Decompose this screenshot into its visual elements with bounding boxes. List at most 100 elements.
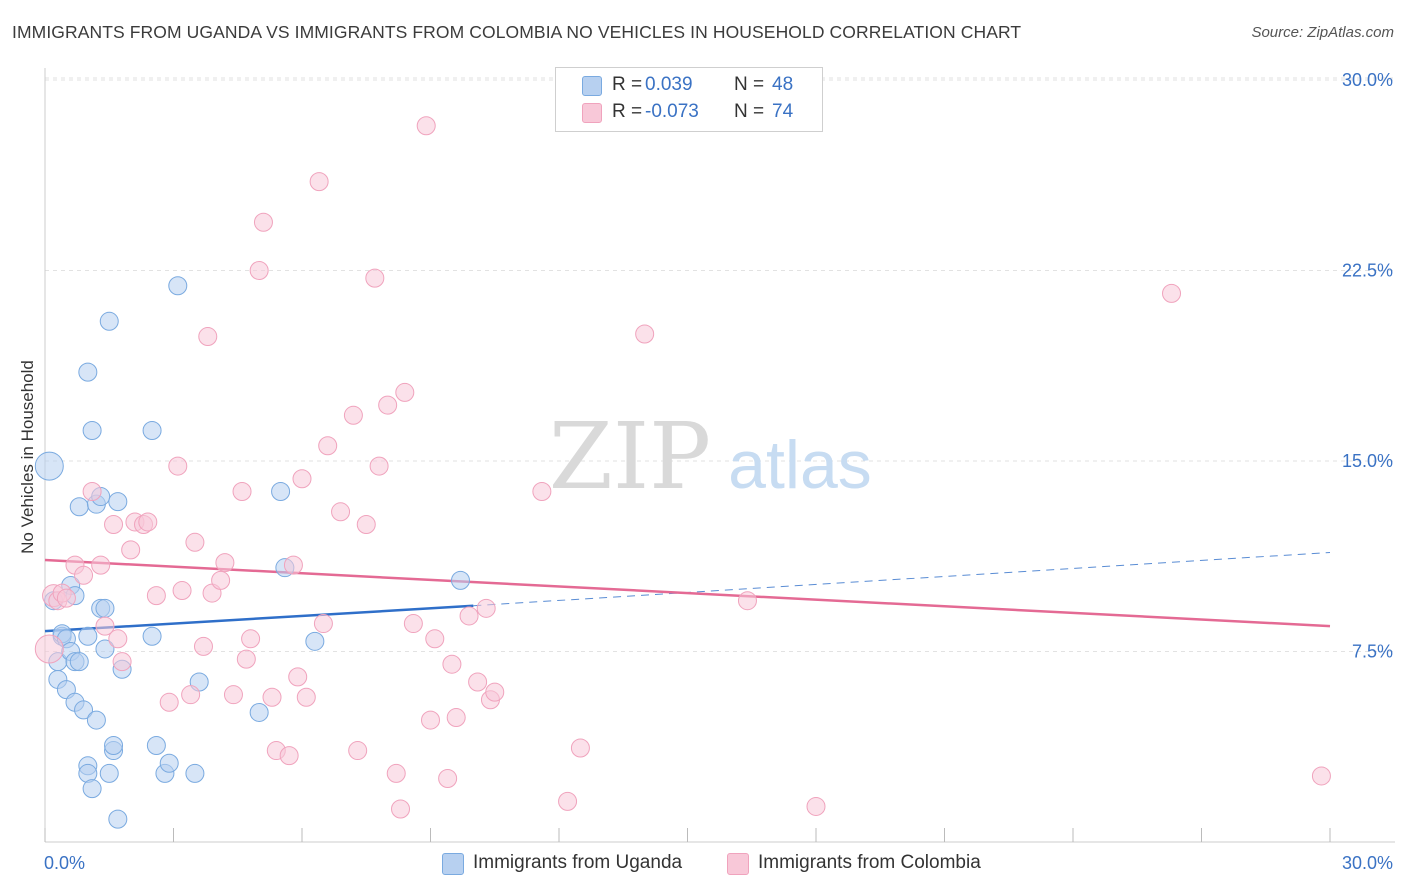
- uganda-point: [168, 276, 188, 296]
- uganda-trend-line: [44, 604, 474, 633]
- colombia-point: [558, 791, 578, 811]
- uganda-point: [108, 809, 128, 829]
- legend-n-label: N =: [734, 101, 765, 122]
- colombia-point: [232, 481, 252, 501]
- colombia-point: [356, 515, 376, 534]
- chart-title: IMMIGRANTS FROM UGANDA VS IMMIGRANTS FRO…: [12, 22, 1022, 42]
- uganda-point: [142, 626, 162, 646]
- colombia-point: [395, 382, 415, 402]
- colombia-point: [369, 456, 389, 476]
- colombia-point: [425, 629, 445, 649]
- colombia-point: [56, 588, 76, 608]
- colombia-point: [34, 634, 64, 664]
- uganda-point: [34, 451, 64, 481]
- colombia-point: [121, 540, 141, 560]
- uganda-swatch: [582, 76, 602, 96]
- uganda-trend-extension: [473, 551, 1331, 607]
- uganda-point: [271, 481, 291, 501]
- watermark-zip: ZIP: [549, 403, 711, 510]
- colombia-point: [296, 687, 316, 707]
- colombia-point: [348, 741, 368, 761]
- uganda-point: [108, 492, 128, 512]
- colombia-point: [138, 512, 158, 532]
- x-tick-label: 0.0%: [44, 853, 85, 873]
- colombia-swatch: [582, 103, 602, 123]
- colombia-point: [442, 654, 462, 674]
- watermark-atlas: atlas: [728, 427, 872, 503]
- colombia-point: [485, 682, 505, 702]
- colombia-point: [82, 481, 102, 501]
- colombia-point: [279, 746, 299, 766]
- x-tick-label: 30.0%: [1342, 853, 1393, 873]
- gridlines: [45, 77, 1395, 652]
- colombia-point: [172, 581, 192, 601]
- uganda-point: [78, 626, 98, 646]
- uganda-point: [99, 763, 119, 783]
- colombia-point: [378, 395, 398, 415]
- colombia-point: [737, 591, 757, 611]
- uganda-point: [86, 710, 106, 730]
- colombia-point: [211, 570, 231, 590]
- colombia-point: [193, 636, 213, 656]
- colombia-point: [532, 481, 552, 501]
- legend: R = 0.039 N = 48 R = -0.073 N = 74: [555, 67, 823, 132]
- colombia-point: [331, 502, 351, 522]
- colombia-point: [288, 667, 308, 687]
- colombia-point: [459, 606, 479, 626]
- legend-r-label: R =: [612, 101, 643, 122]
- colombia-point: [283, 555, 303, 575]
- colombia-point: [416, 116, 436, 136]
- uganda-point: [82, 779, 102, 799]
- colombia-point: [236, 649, 256, 669]
- colombia-point: [108, 629, 128, 649]
- data-points: [34, 116, 1331, 829]
- colombia-point: [438, 769, 458, 788]
- colombia-point: [241, 629, 261, 649]
- uganda-point: [82, 421, 102, 441]
- uganda-point: [142, 421, 162, 441]
- legend-series-label: Immigrants from Uganda: [473, 852, 683, 873]
- legend-r-value: 0.039: [645, 74, 693, 95]
- colombia-point: [159, 692, 179, 712]
- colombia-point: [91, 555, 111, 575]
- colombia-point: [249, 261, 269, 280]
- colombia-trend-line: [44, 558, 1331, 628]
- colombia-point: [104, 515, 124, 534]
- colombia-point: [112, 652, 132, 672]
- uganda-point: [185, 763, 205, 783]
- colombia-point: [1162, 283, 1182, 303]
- colombia-point: [95, 616, 115, 636]
- uganda-point: [249, 702, 269, 722]
- colombia-point: [635, 324, 655, 344]
- legend-n-value: 74: [772, 101, 794, 122]
- colombia-point: [215, 553, 235, 573]
- colombia-point: [403, 614, 423, 634]
- uganda-point: [69, 652, 89, 672]
- legend-n-value: 48: [772, 74, 794, 95]
- colombia-point: [185, 532, 205, 552]
- colombia-point: [223, 685, 243, 705]
- colombia-point: [262, 687, 282, 707]
- uganda-point: [99, 311, 119, 331]
- y-tick-label: 30.0%: [1342, 70, 1393, 90]
- source-label: Source: ZipAtlas.com: [1251, 24, 1394, 41]
- colombia-point: [198, 327, 218, 347]
- uganda-point: [74, 700, 94, 720]
- colombia-swatch: [727, 853, 749, 875]
- colombia-point: [446, 708, 466, 728]
- colombia-point: [468, 672, 488, 692]
- uganda-point: [159, 753, 179, 773]
- colombia-point: [343, 405, 363, 425]
- uganda-swatch: [442, 853, 464, 875]
- colombia-point: [309, 172, 329, 192]
- colombia-point: [421, 710, 440, 730]
- y-tick-label: 7.5%: [1352, 642, 1393, 662]
- uganda-point: [69, 497, 89, 517]
- uganda-point: [146, 735, 166, 755]
- colombia-point: [1311, 766, 1331, 786]
- uganda-point: [78, 362, 98, 382]
- trend-lines: [44, 551, 1331, 633]
- legend-n-label: N =: [734, 74, 765, 95]
- tick-labels: 7.5% 15.0% 22.5% 30.0% 0.0% 30.0%: [44, 70, 1393, 873]
